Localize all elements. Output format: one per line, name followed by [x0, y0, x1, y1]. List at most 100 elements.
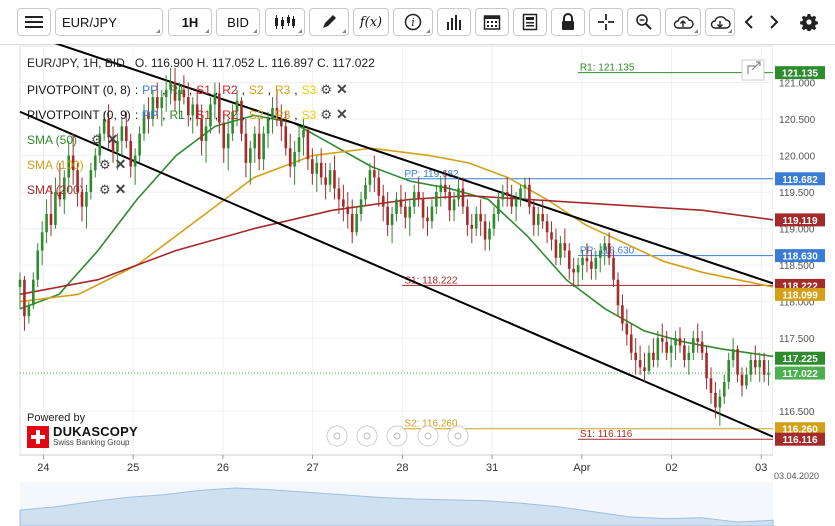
legend-pivotpoint-8[interactable]: PIVOTPOINT (0, 8) : PP, R1, S1, R2, S2, …: [27, 81, 348, 97]
candle-body: [27, 305, 31, 317]
legend-sma-100[interactable]: SMA (100) ⚙ ✕: [27, 156, 126, 173]
candle-body: [125, 126, 128, 141]
candle-body: [147, 111, 150, 120]
price-tick-label: 120.000: [779, 152, 816, 163]
trendline[interactable]: [20, 44, 774, 285]
candle-body: [669, 345, 673, 353]
pivot-label: S1: 116.116: [580, 429, 633, 440]
price-tag-label: 119.119: [782, 216, 817, 227]
candle-body: [545, 221, 549, 233]
chart-nav-button[interactable]: [326, 425, 348, 447]
gear-icon[interactable]: ⚙: [91, 131, 103, 147]
chart-header: EUR/JPY, 1H, BID O. 116.900 H. 117.052 L…: [27, 56, 375, 70]
candle-body: [404, 206, 407, 218]
candle-body: [399, 199, 403, 207]
date-label: 03.04.2020: [774, 471, 819, 481]
candle-body: [173, 82, 177, 101]
candle-body: [266, 119, 270, 134]
close-icon[interactable]: ✕: [335, 81, 348, 97]
candle-body: [116, 140, 119, 152]
close-icon[interactable]: ✕: [114, 181, 127, 197]
crosshair-icon: [598, 14, 614, 30]
time-tick-label: 31: [486, 462, 498, 474]
function-button[interactable]: f(x): [353, 8, 389, 36]
settings-button[interactable]: [794, 8, 824, 36]
price-tag-label: 116.260: [782, 425, 818, 436]
gear-icon[interactable]: ⚙: [320, 106, 332, 122]
candle-body: [731, 349, 735, 361]
legend-sma-50[interactable]: SMA (50) ⚙ ✕: [27, 131, 118, 148]
trendlines[interactable]: [19, 44, 774, 438]
candle-body: [629, 334, 633, 353]
chart-nav-button[interactable]: [447, 425, 469, 447]
candle-body: [656, 338, 660, 361]
candle-body: [643, 367, 646, 372]
lock-button[interactable]: [551, 8, 585, 36]
candle-body: [364, 184, 367, 200]
chart-nav-button[interactable]: [386, 425, 408, 447]
scroll-right-button[interactable]: [762, 8, 786, 36]
price-side-selector[interactable]: BID: [216, 8, 260, 36]
fullscreen-button[interactable]: [741, 59, 765, 81]
price-tick-label: 117.500: [779, 334, 815, 345]
candle-body: [67, 155, 71, 178]
legend-part-s1: S1: [196, 107, 211, 122]
symbol-selector[interactable]: EUR/JPY: [55, 8, 163, 36]
chart-nav-button[interactable]: [356, 425, 378, 447]
candle-body: [195, 104, 199, 120]
gear-icon[interactable]: ⚙: [99, 156, 111, 172]
chart-type-button[interactable]: [265, 8, 305, 36]
legend-pivotpoint-9[interactable]: PIVOTPOINT (0, 9) : PP, R1, S1, R2, S2, …: [27, 106, 348, 122]
legend-sma-200[interactable]: SMA (200) ⚙ ✕: [27, 181, 126, 198]
indicators-button[interactable]: [437, 8, 471, 36]
upload-button[interactable]: [665, 8, 701, 36]
candle-body: [280, 119, 283, 127]
pivot-label: S2: 116.260: [404, 419, 458, 430]
candle-body: [151, 97, 155, 120]
candle-body: [439, 184, 443, 193]
close-icon[interactable]: ✕: [106, 131, 119, 147]
candle-body: [510, 195, 513, 207]
tagline: Swiss Banking Group: [53, 438, 130, 447]
scroll-left-button[interactable]: [737, 8, 761, 36]
time-axis[interactable]: 24 25 26 27 28 31 Apr 02 03 03.04.2020: [20, 454, 819, 481]
candle-body: [461, 188, 465, 207]
candle-body: [306, 129, 310, 160]
trendline[interactable]: [19, 110, 774, 438]
candle-body: [492, 213, 496, 229]
time-tick-label: 03: [755, 462, 767, 474]
info-button[interactable]: i: [393, 8, 433, 36]
gear-icon[interactable]: ⚙: [99, 181, 111, 197]
close-icon[interactable]: ✕: [335, 106, 348, 122]
close-icon[interactable]: ✕: [114, 156, 127, 172]
gear-icon[interactable]: ⚙: [320, 81, 332, 97]
navigator-panel[interactable]: [19, 482, 774, 526]
gear-icon: [800, 14, 818, 31]
calendar-button[interactable]: [475, 8, 509, 36]
legend-part-s3: S3: [301, 107, 317, 122]
draw-tool-button[interactable]: [309, 8, 349, 36]
timeframe-selector[interactable]: 1H: [168, 8, 212, 36]
report-button[interactable]: [513, 8, 547, 36]
candle-body: [218, 93, 221, 123]
zoom-button[interactable]: [627, 8, 661, 36]
candle-body: [541, 213, 544, 222]
chart-nav-button[interactable]: [417, 425, 439, 447]
candle-body: [222, 122, 226, 149]
price-tag-label: 118.630: [782, 252, 818, 263]
crosshair-button[interactable]: [589, 8, 623, 36]
candle-body: [762, 360, 766, 375]
candle-body: [753, 360, 757, 368]
download-button[interactable]: [705, 8, 735, 36]
candle-body: [381, 195, 385, 207]
candlestick-icon: [275, 15, 295, 29]
pivot-label: PP: 119.682: [404, 169, 459, 180]
hamburger-menu-button[interactable]: [17, 8, 51, 36]
candle-body: [691, 338, 695, 353]
candle-body: [528, 184, 531, 207]
price-tag-label: 119.682: [782, 175, 818, 186]
price-chart[interactable]: R1: 121.135 PP: 119.682 PP: 118.630 S1: 118…: [0, 44, 835, 526]
candle-body: [231, 111, 234, 134]
timeframe-label: 1H: [181, 14, 199, 30]
candle-body: [519, 188, 522, 200]
